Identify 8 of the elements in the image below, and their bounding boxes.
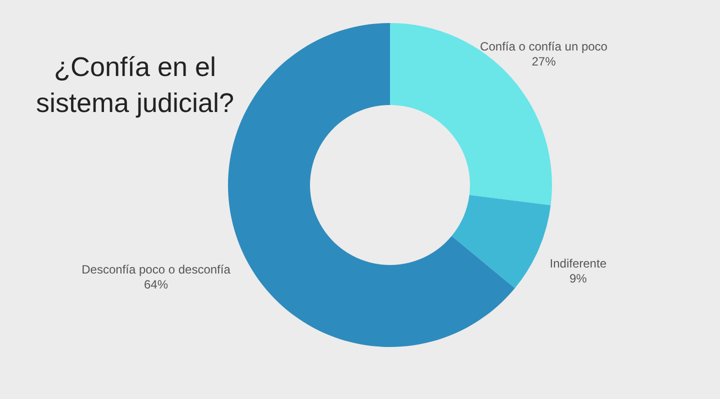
data-label: 9%	[569, 271, 588, 286]
data-label: 27%	[532, 54, 556, 68]
slice-label: Confía o confía un poco	[480, 39, 608, 54]
slice-label: Indiferente	[550, 256, 607, 270]
text: ¿Confía en el sistema judicial?	[36, 52, 234, 118]
data-label: 64%	[144, 277, 168, 292]
donut-slice	[452, 195, 551, 288]
slice-label: Desconfía poco o desconfía	[82, 262, 231, 276]
